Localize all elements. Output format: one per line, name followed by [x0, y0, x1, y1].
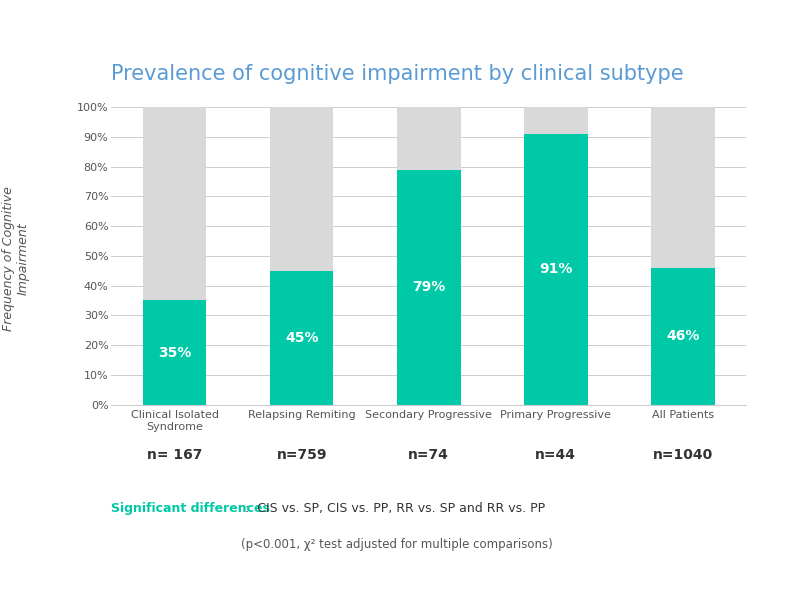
Text: 46%: 46% — [666, 329, 700, 343]
Bar — [143, 300, 206, 405]
Text: n= 167: n= 167 — [147, 448, 202, 462]
Bar — [270, 271, 333, 405]
Text: n=1040: n=1040 — [653, 448, 713, 462]
Bar — [143, 107, 206, 300]
Text: 35%: 35% — [158, 346, 191, 359]
Text: n=74: n=74 — [408, 448, 449, 462]
Text: n=44: n=44 — [535, 448, 576, 462]
Bar — [524, 107, 588, 134]
Bar — [651, 268, 715, 405]
Text: Prevalence of cognitive impairment by clinical subtype: Prevalence of cognitive impairment by cl… — [111, 64, 684, 84]
Text: 79%: 79% — [412, 280, 445, 294]
Text: 45%: 45% — [285, 331, 318, 345]
Bar — [270, 107, 333, 271]
Bar — [397, 170, 461, 405]
Text: 91%: 91% — [539, 262, 572, 276]
Text: Frequency of Cognitive
Impairment: Frequency of Cognitive Impairment — [2, 186, 30, 331]
Text: :  CIS vs. SP, CIS vs. PP, RR vs. SP and RR vs. PP: : CIS vs. SP, CIS vs. PP, RR vs. SP and … — [245, 502, 545, 515]
Text: (p<0.001, χ² test adjusted for multiple comparisons): (p<0.001, χ² test adjusted for multiple … — [241, 538, 553, 551]
Bar — [397, 107, 461, 170]
Bar — [651, 107, 715, 268]
Bar — [524, 134, 588, 405]
Text: Significant differences: Significant differences — [111, 502, 270, 515]
Text: n=759: n=759 — [276, 448, 327, 462]
